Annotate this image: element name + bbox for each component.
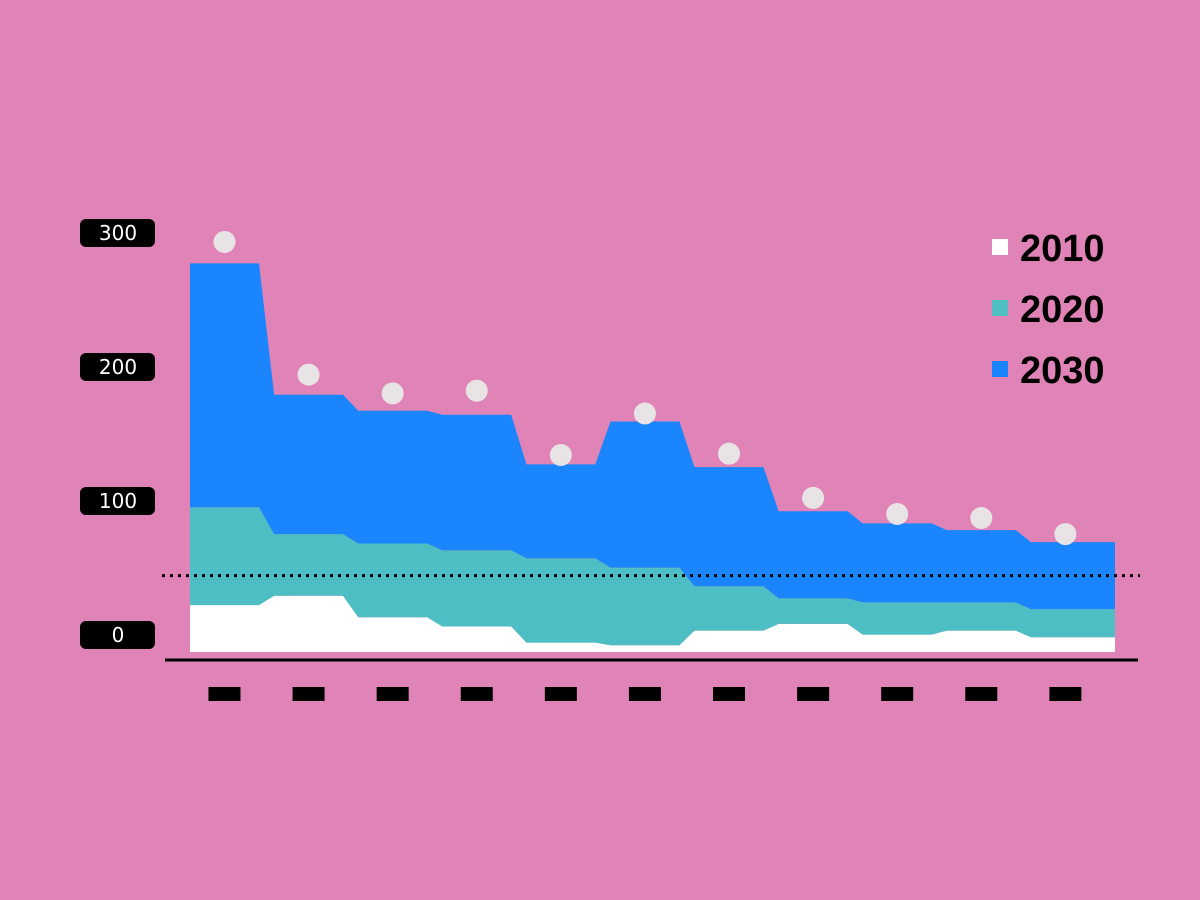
- legend-swatch: [992, 300, 1008, 316]
- x-tick-label-redacted: [881, 687, 914, 701]
- x-tick-label-redacted: [1049, 687, 1082, 701]
- x-tick-label-redacted: [713, 687, 746, 701]
- x-tick-label-redacted: [376, 687, 409, 701]
- marker-point: [1054, 523, 1077, 546]
- legend-label: 2020: [1020, 289, 1105, 331]
- y-tick: 100: [80, 487, 155, 515]
- x-tick-label-redacted: [208, 687, 241, 701]
- marker-point: [549, 444, 572, 467]
- marker-point: [886, 502, 909, 525]
- y-tick-pill: [80, 621, 155, 649]
- y-tick: 200: [80, 353, 155, 381]
- marker-point: [381, 382, 404, 405]
- y-tick: 0: [80, 621, 155, 649]
- x-tick-label-redacted: [797, 687, 830, 701]
- legend-swatch: [992, 239, 1008, 255]
- legend: 2010 2020 2030: [992, 228, 1105, 392]
- legend-item-2020: 2020: [992, 289, 1105, 331]
- y-tick-pill: [80, 353, 155, 381]
- y-tick: 300: [80, 219, 155, 247]
- marker-point: [633, 402, 656, 425]
- y-tick-label: 200: [99, 355, 137, 379]
- legend-label: 2030: [1020, 350, 1105, 392]
- marker-point: [802, 486, 825, 509]
- y-tick-label: 100: [99, 489, 137, 513]
- area-series-2010: [190, 595, 1115, 652]
- x-tick-label-redacted: [460, 687, 493, 701]
- marker-point: [465, 379, 488, 402]
- x-tick-label-redacted: [292, 687, 325, 701]
- marker-point: [718, 442, 741, 465]
- marker-point: [970, 507, 993, 529]
- area-series-2030: [190, 263, 1115, 610]
- x-tick-label-redacted: [628, 687, 661, 701]
- legend-item-2030: 2030: [992, 350, 1105, 392]
- y-tick-label: 300: [99, 221, 137, 245]
- legend-item-2010: 2010: [992, 228, 1105, 270]
- marker-point: [297, 363, 320, 386]
- y-tick-pill: [80, 487, 155, 515]
- x-axis-category-labels: [208, 687, 1082, 701]
- y-tick-label: 0: [112, 623, 125, 647]
- x-tick-label-redacted: [965, 687, 998, 701]
- area-layer: [190, 263, 1115, 652]
- marker-layer: [213, 230, 1077, 546]
- x-tick-label-redacted: [544, 687, 577, 701]
- legend-label: 2010: [1020, 228, 1105, 270]
- y-axis: 0 100 200 300: [80, 219, 155, 649]
- y-tick-pill: [80, 219, 155, 247]
- legend-swatch: [992, 361, 1008, 377]
- marker-point: [213, 230, 236, 253]
